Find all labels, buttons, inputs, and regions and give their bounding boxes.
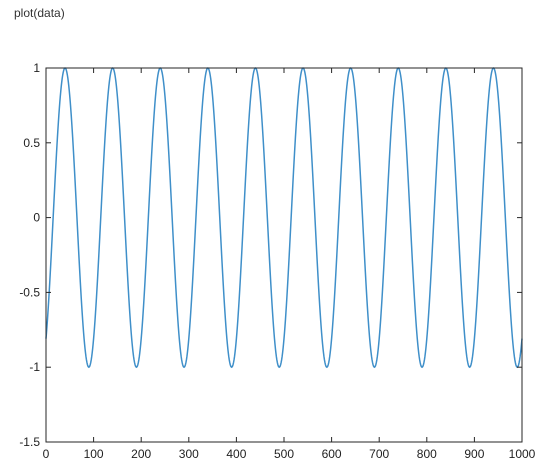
y-tick-label: -1.5	[19, 435, 40, 449]
x-tick-label: 300	[179, 447, 199, 461]
y-tick-label: -1	[29, 360, 40, 374]
y-tick-label: -0.5	[19, 285, 40, 299]
plot-area	[45, 67, 523, 369]
axes-box	[45, 67, 523, 443]
x-tick-label: 500	[274, 447, 294, 461]
x-tick-label: 400	[226, 447, 246, 461]
x-tick-label: 600	[322, 447, 342, 461]
x-tick-label: 0	[43, 447, 50, 461]
y-tick-label: 0	[33, 211, 40, 225]
y-tick-label: 0.5	[23, 136, 40, 150]
x-tick-label: 700	[369, 447, 389, 461]
y-tick-label: 1	[33, 61, 40, 75]
x-tick-label: 900	[464, 447, 484, 461]
x-tick-label: 800	[417, 447, 437, 461]
x-tick-label: 200	[131, 447, 151, 461]
series-line-1	[45, 67, 523, 369]
command-text: plot(data)	[14, 6, 65, 20]
x-tick-label: 100	[84, 447, 104, 461]
x-tick-label: 1000	[509, 447, 536, 461]
axis-ticks: 0 100 200 300 400 500 600 700 800 900 1000 1 0.5 0 -0.…	[19, 61, 535, 461]
